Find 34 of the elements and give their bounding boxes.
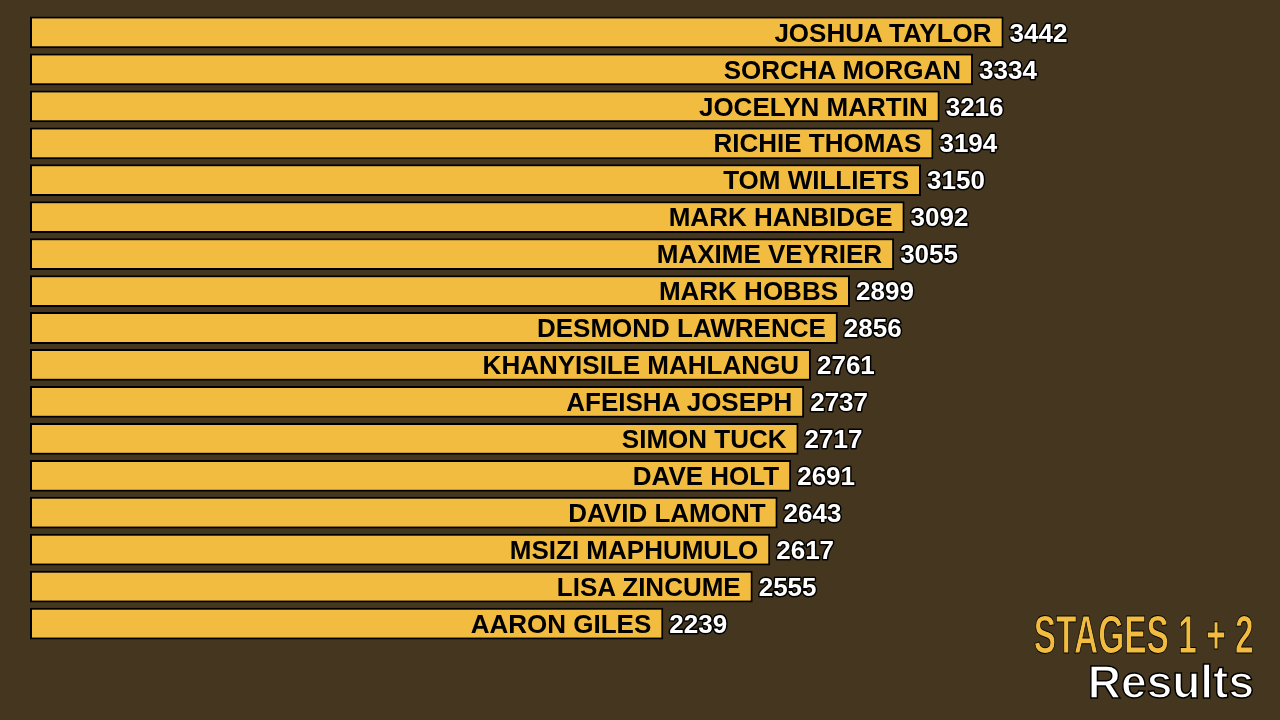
y-tick-label: SIMON TUCK	[621, 424, 787, 454]
y-tick-label: AARON GILES	[470, 608, 652, 639]
y-tick-label: RICHIE THOMAS	[713, 128, 922, 159]
data-label: 2555	[758, 571, 817, 602]
y-tick-label: AFEISHA JOSEPH	[566, 387, 793, 418]
y-tick-label: KHANYISILE MAHLANGU	[482, 350, 799, 381]
y-tick-label: DAVE HOLT	[632, 460, 780, 491]
y-tick-label: JOSHUA TAYLOR	[774, 17, 992, 48]
y-tick-label: JOCELYN MARTIN	[698, 91, 928, 122]
y-tick-label: DAVID LAMONT	[568, 497, 766, 528]
data-label: 2761	[816, 350, 875, 381]
y-tick-label: TOM WILLIETS	[723, 165, 909, 196]
y-tick-label: SORCHA MORGAN	[723, 54, 962, 85]
data-label: 3150	[927, 165, 985, 196]
y-tick-label: MSIZI MAPHUMULO	[509, 534, 759, 565]
data-label: 3055	[900, 239, 958, 270]
data-label: 2856	[843, 313, 902, 344]
y-tick-label: MAXIME VEYRIER	[656, 239, 883, 270]
data-label: 3092	[910, 202, 969, 233]
data-label: 2691	[797, 460, 856, 491]
data-label: 3194	[939, 128, 998, 159]
data-label: 3334	[979, 54, 1038, 85]
y-tick-label: DESMOND LAWRENCE	[536, 313, 826, 344]
y-tick-label: MARK HOBBS	[658, 276, 838, 307]
y-tick-label: MARK HANBIDGE	[668, 202, 893, 233]
data-label: 2643	[783, 497, 842, 528]
y-tick-label: LISA ZINCUME	[556, 571, 741, 602]
data-label: 2617	[776, 534, 835, 565]
data-label: 3216	[945, 91, 1004, 122]
data-label: 3442	[1009, 17, 1068, 48]
data-label: 2717	[804, 424, 863, 454]
data-label: 2239	[669, 608, 728, 639]
data-label: 2737	[810, 387, 869, 418]
data-label: 2899	[856, 276, 914, 307]
